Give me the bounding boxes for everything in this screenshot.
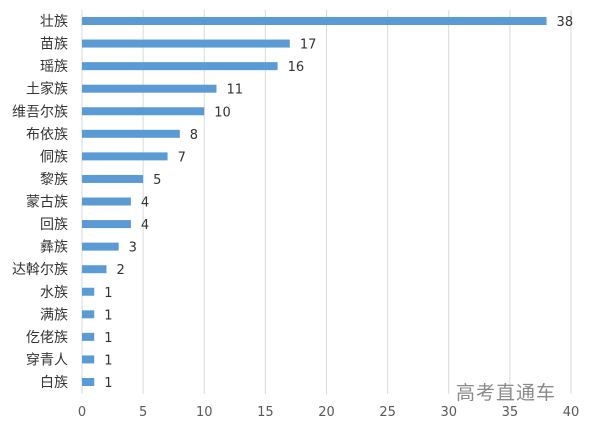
- category-label: 仡佬族: [26, 330, 68, 346]
- gridlines: [81, 10, 572, 394]
- x-tick-labels: 0 5 10 15 20 25 30 35 40: [78, 405, 579, 420]
- bar: [82, 220, 131, 229]
- category-label: 维吾尔族: [12, 104, 68, 120]
- bar: [82, 242, 119, 251]
- data-label: 17: [300, 38, 317, 53]
- data-label: 3: [129, 241, 137, 256]
- bar: [82, 378, 95, 386]
- category-label: 苗族: [40, 37, 68, 53]
- x-tick-label: 40: [563, 405, 580, 420]
- data-label: 5: [153, 173, 161, 188]
- bar: [82, 152, 168, 161]
- data-label: 10: [214, 105, 231, 120]
- category-label: 瑶族: [40, 59, 68, 75]
- bar: [82, 174, 144, 183]
- data-label: 1: [104, 353, 112, 368]
- data-label: 2: [116, 263, 124, 278]
- bars: [82, 17, 547, 386]
- category-label: 布依族: [26, 127, 68, 143]
- category-label: 壮族: [40, 14, 68, 30]
- bar: [82, 287, 95, 296]
- watermark-text: 高考直通车: [456, 382, 557, 404]
- x-tick-label: 20: [318, 405, 335, 420]
- data-label: 38: [557, 15, 574, 30]
- data-label: 1: [104, 308, 112, 323]
- category-labels: 壮族苗族瑶族土家族维吾尔族布依族侗族黎族蒙古族回族彝族达斡尔族水族满族仡佬族穿青…: [12, 14, 68, 391]
- x-tick-label: 30: [440, 405, 457, 420]
- category-label: 彝族: [40, 240, 68, 256]
- data-label: 1: [104, 376, 112, 391]
- category-label: 回族: [40, 217, 68, 233]
- data-label: 16: [288, 60, 305, 75]
- x-tick-label: 10: [196, 405, 213, 420]
- bar: [82, 17, 547, 25]
- bar: [82, 197, 131, 206]
- x-tick-label: 25: [379, 405, 396, 420]
- category-label: 土家族: [26, 81, 68, 98]
- category-label: 侗族: [40, 149, 68, 165]
- bar: [82, 310, 95, 319]
- x-tick-label: 5: [139, 405, 147, 420]
- data-label: 1: [104, 331, 112, 346]
- data-label: 7: [178, 150, 186, 165]
- data-label: 4: [141, 218, 149, 233]
- category-label: 达斡尔族: [12, 262, 68, 278]
- bar: [82, 129, 180, 138]
- bar: [82, 107, 205, 116]
- bar: [82, 84, 217, 93]
- category-label: 满族: [40, 307, 68, 323]
- bar: [82, 332, 95, 341]
- category-label: 蒙古族: [26, 195, 68, 211]
- data-label: 8: [190, 128, 198, 143]
- category-label: 穿青人: [26, 352, 68, 368]
- data-label: 1: [104, 286, 112, 301]
- bar: [82, 265, 107, 274]
- data-label: 11: [226, 83, 243, 98]
- category-label: 黎族: [40, 172, 68, 188]
- bar: [82, 62, 278, 71]
- bar: [82, 39, 290, 48]
- data-label: 4: [141, 196, 149, 211]
- category-label: 白族: [40, 375, 68, 391]
- category-label: 水族: [40, 285, 68, 301]
- x-tick-label: 0: [78, 405, 86, 420]
- x-tick-label: 35: [502, 405, 519, 420]
- x-tick-label: 15: [257, 405, 274, 420]
- bar: [82, 355, 95, 364]
